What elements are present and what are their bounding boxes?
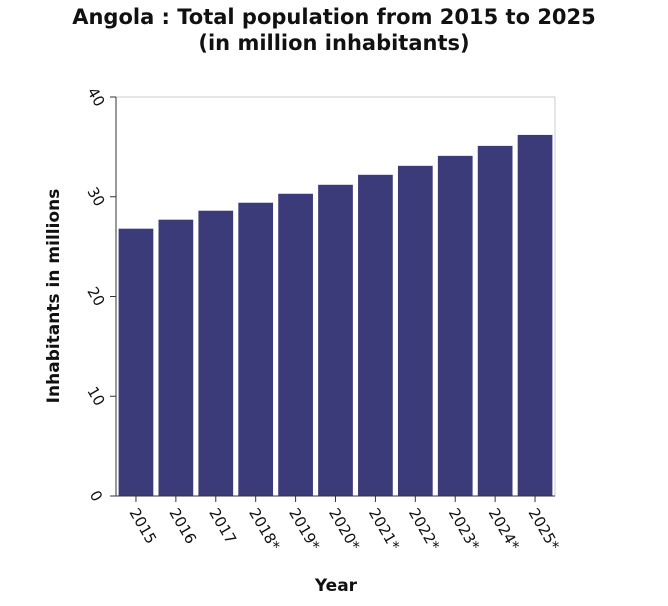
bar — [517, 134, 553, 496]
x-tick-label: 2016 — [165, 505, 200, 547]
x-tick-label: 2023* — [445, 505, 484, 554]
bar — [198, 210, 234, 496]
bar — [437, 155, 473, 497]
x-tick-label: 2022* — [405, 505, 444, 554]
x-tick-label: 2021* — [365, 505, 404, 554]
y-axis-title: Inhabitants in millions — [44, 189, 64, 404]
y-axis: 0 10 20 30 40 — [83, 84, 117, 505]
x-tick-label: 2015 — [125, 505, 160, 547]
x-tick-label: 2024* — [485, 505, 524, 554]
bar — [118, 228, 154, 497]
x-tick-label: 2018* — [245, 505, 284, 554]
x-axis: 2015 2016 2017 2018* 2019* 2020* 2021* 2022* 202… — [116, 495, 564, 554]
bar — [238, 202, 274, 497]
y-tick-label: 0 — [86, 487, 106, 504]
x-tick-label: 2017 — [205, 505, 240, 547]
bar — [158, 219, 194, 496]
x-axis-title: Year — [314, 576, 358, 596]
bars-group — [118, 134, 553, 497]
bar — [318, 184, 353, 496]
y-tick-label: 10 — [83, 383, 108, 409]
chart-title-line1: Angola : Total population from 2015 to 2… — [72, 5, 596, 29]
y-tick-label: 40 — [83, 84, 108, 110]
x-tick-label: 2020* — [325, 505, 364, 554]
chart-title-line2: (in million inhabitants) — [198, 31, 470, 55]
chart-title: Angola : Total population from 2015 to 2… — [0, 4, 668, 56]
bar — [358, 174, 393, 496]
bar — [397, 165, 433, 496]
y-tick-label: 30 — [83, 184, 108, 210]
bar — [477, 145, 513, 496]
x-tick-label: 2019* — [285, 505, 324, 554]
bar — [278, 193, 313, 496]
x-tick-label: 2025* — [525, 505, 564, 554]
y-tick-label: 20 — [83, 284, 108, 310]
